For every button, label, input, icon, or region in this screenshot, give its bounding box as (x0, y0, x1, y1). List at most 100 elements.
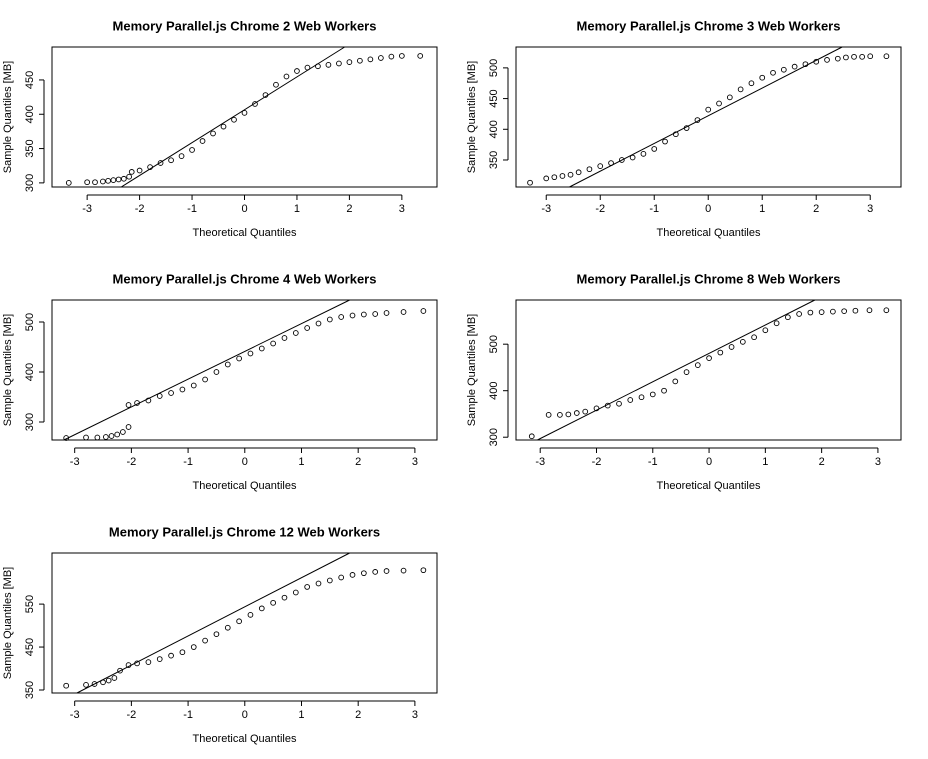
chart-title: Memory Parallel.js Chrome 12 Web Workers (109, 524, 380, 539)
point (651, 146, 658, 152)
point (179, 649, 186, 656)
point (179, 386, 186, 393)
point (115, 176, 122, 183)
point (258, 605, 265, 612)
point (383, 310, 390, 316)
point (65, 180, 72, 186)
point (661, 387, 667, 394)
point (247, 611, 254, 618)
point (315, 320, 322, 327)
point (125, 402, 132, 408)
point (168, 652, 174, 659)
x-tick-label: 1 (759, 203, 765, 215)
panel: Memory Parallel.js Chrome 4 Web Workers -… (2, 271, 438, 492)
point (545, 412, 552, 418)
y-tick-label: 400 (488, 120, 500, 138)
point (527, 179, 533, 186)
x-tick-label: 3 (867, 203, 873, 215)
point (121, 175, 127, 182)
qq-line (76, 552, 350, 694)
point (117, 667, 123, 674)
point (770, 69, 776, 76)
panel: Memory Parallel.js Chrome 3 Web Workers -… (466, 18, 902, 239)
point (349, 312, 356, 319)
chart-title: Memory Parallel.js Chrome 2 Web Workers (113, 18, 377, 33)
point (346, 59, 353, 65)
point (785, 314, 791, 321)
point (361, 570, 367, 577)
y-tick-label: 500 (488, 59, 500, 77)
point (325, 61, 332, 68)
point (773, 320, 780, 327)
point (717, 349, 724, 356)
point (705, 106, 712, 113)
point (543, 175, 550, 182)
y-tick-label: 550 (24, 595, 36, 613)
y-axis-label: Sample Quantiles [MB] (2, 61, 14, 174)
point (349, 572, 356, 578)
x-tick-label: -3 (535, 456, 545, 468)
point (304, 325, 311, 331)
y-tick-label: 350 (488, 151, 500, 169)
y-tick-label: 500 (488, 335, 500, 353)
x-tick-label: -2 (126, 456, 136, 468)
qq-line (569, 46, 843, 188)
point (84, 179, 90, 186)
plot-box (515, 299, 902, 441)
point (867, 53, 874, 60)
point (105, 177, 111, 184)
point (157, 160, 164, 166)
x-tick-label: 1 (294, 203, 300, 215)
chart-title: Memory Parallel.js Chrome 8 Web Workers (577, 271, 841, 286)
point (100, 178, 106, 185)
y-tick-label: 300 (24, 174, 36, 192)
x-tick-label: 3 (412, 456, 418, 468)
point (559, 173, 566, 179)
x-tick-label: 0 (242, 709, 248, 721)
x-tick-label: -1 (649, 203, 659, 215)
point (706, 355, 712, 361)
point (125, 424, 132, 430)
point (189, 147, 195, 153)
point (841, 308, 848, 315)
y-tick-label: 350 (24, 139, 36, 157)
point (202, 637, 208, 644)
point (338, 314, 345, 320)
x-tick-label: 2 (819, 456, 825, 468)
x-tick-label: 0 (242, 456, 248, 468)
point (726, 94, 733, 101)
x-axis-label: Theoretical Quantiles (193, 733, 297, 745)
x-tick-label: 2 (346, 203, 352, 215)
x-tick-label: 1 (298, 709, 304, 721)
point (294, 68, 300, 74)
y-axis-label: Sample Quantiles [MB] (2, 314, 14, 427)
point (83, 434, 89, 441)
point (241, 110, 248, 116)
x-tick-label: -2 (595, 203, 605, 215)
point (420, 567, 427, 574)
point (213, 369, 220, 375)
point (190, 644, 197, 650)
point (759, 74, 766, 81)
point (378, 55, 384, 61)
x-tick-label: -1 (187, 203, 197, 215)
point (304, 584, 311, 590)
point (145, 659, 152, 665)
point (640, 150, 647, 157)
point (156, 656, 163, 662)
point (638, 394, 645, 401)
point (224, 624, 231, 631)
point (567, 171, 574, 178)
point (114, 431, 121, 438)
point (883, 307, 890, 314)
point (315, 580, 322, 587)
point (281, 594, 288, 601)
point (616, 400, 622, 407)
point (338, 574, 345, 581)
point (110, 177, 117, 183)
qq-line (537, 299, 816, 441)
point (586, 166, 593, 173)
point (597, 163, 604, 169)
x-tick-label: 3 (399, 203, 405, 215)
